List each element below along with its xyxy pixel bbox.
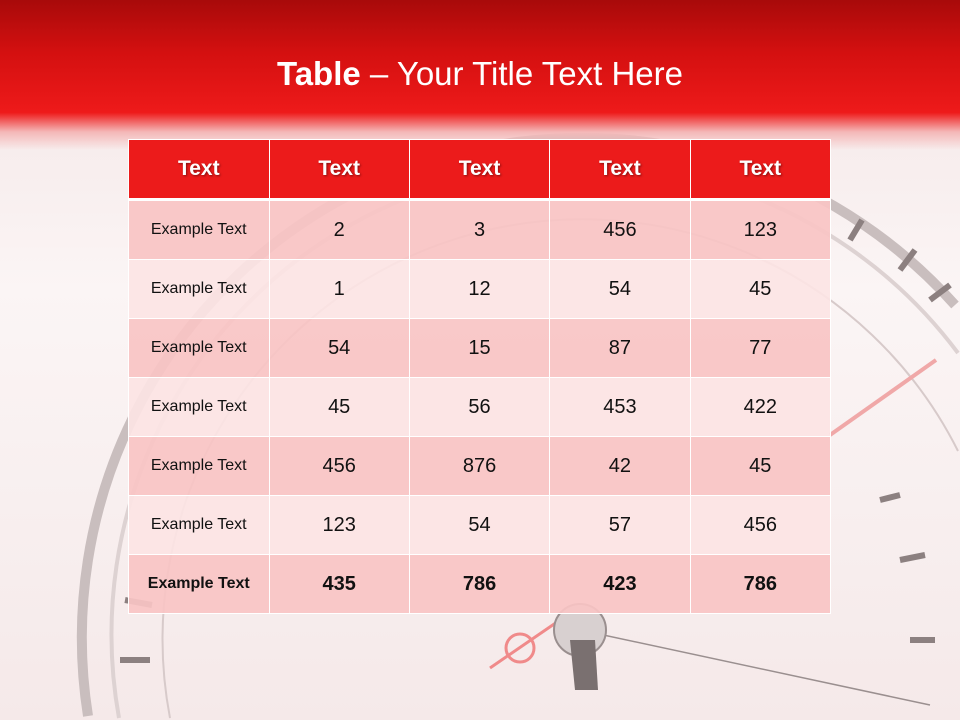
header-cell: Text [128,139,270,200]
table-row: Example Text 456 876 42 45 [128,436,832,496]
value-cell: 786 [689,554,832,614]
value-cell: 77 [689,318,832,378]
header-cell: Text [549,139,691,200]
value-cell: 3 [408,199,551,260]
slide-title: Table – Your Title Text Here [0,55,960,93]
row-label-cell: Example Text [128,199,270,260]
row-label-cell: Example Text [128,377,270,437]
value-cell: 1 [268,259,410,319]
header-cell: Text [408,139,551,200]
row-label-cell: Example Text [128,259,270,319]
value-cell: 123 [268,495,410,555]
row-label-cell: Example Text [128,495,270,555]
value-cell: 57 [549,495,691,555]
value-cell: 453 [549,377,691,437]
value-cell: 54 [268,318,410,378]
value-cell: 876 [408,436,551,496]
table-row: Example Text 435 786 423 786 [128,554,832,614]
value-cell: 435 [268,554,410,614]
title-rest: – Your Title Text Here [360,55,683,92]
header-cell: Text [689,139,832,200]
value-cell: 42 [549,436,691,496]
value-cell: 56 [408,377,551,437]
value-cell: 422 [689,377,832,437]
title-bar [0,0,960,150]
value-cell: 786 [408,554,551,614]
row-label-cell: Example Text [128,554,270,614]
value-cell: 45 [689,436,832,496]
table-header-row: Text Text Text Text Text [128,139,832,200]
value-cell: 15 [408,318,551,378]
table-row: Example Text 45 56 453 422 [128,377,832,437]
value-cell: 45 [268,377,410,437]
table-row: Example Text 1 12 54 45 [128,259,832,319]
value-cell: 12 [408,259,551,319]
table-row: Example Text 2 3 456 123 [128,199,832,260]
value-cell: 423 [549,554,691,614]
value-cell: 123 [689,199,832,260]
table-row: Example Text 123 54 57 456 [128,495,832,555]
row-label-cell: Example Text [128,436,270,496]
value-cell: 2 [268,199,410,260]
row-label-cell: Example Text [128,318,270,378]
value-cell: 456 [268,436,410,496]
table-row: Example Text 54 15 87 77 [128,318,832,378]
value-cell: 54 [549,259,691,319]
header-cell: Text [268,139,410,200]
value-cell: 54 [408,495,551,555]
data-table: Text Text Text Text Text Example Text 2 3 4… [128,139,832,614]
value-cell: 45 [689,259,832,319]
value-cell: 87 [549,318,691,378]
value-cell: 456 [549,199,691,260]
title-bold: Table [277,55,361,92]
value-cell: 456 [689,495,832,555]
